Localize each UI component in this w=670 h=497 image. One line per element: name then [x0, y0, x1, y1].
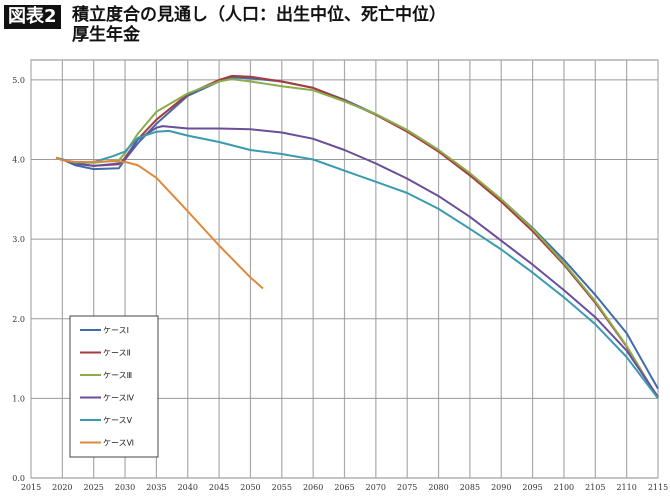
x-tick-label: 2050 [240, 483, 260, 492]
x-tick-label: 2105 [585, 483, 605, 492]
x-tick-label: 2025 [84, 483, 104, 492]
x-tick-label: 2040 [178, 483, 198, 492]
x-tick-label: 2095 [522, 483, 542, 492]
series-line-5 [55, 129, 659, 400]
x-tick-label: 2090 [491, 483, 511, 492]
y-tick-label: 1.0 [12, 394, 25, 403]
figure-badge: 図表2 [4, 5, 61, 29]
x-tick-label: 2080 [428, 483, 448, 492]
legend-label: ケースⅡ [103, 349, 131, 358]
x-tick-label: 2020 [52, 483, 72, 492]
x-tick-label: 2030 [115, 483, 135, 492]
x-tick-label: 2110 [616, 483, 636, 492]
legend [69, 315, 159, 458]
x-tick-label: 2065 [334, 483, 354, 492]
x-tick-label: 2060 [303, 483, 323, 492]
x-tick-label: 2035 [146, 483, 166, 492]
y-tick-label: 2.0 [12, 315, 25, 324]
y-tick-label: 0.0 [12, 474, 25, 483]
legend-label: ケースⅣ [103, 394, 135, 403]
x-tick-label: 2070 [366, 483, 386, 492]
series-line-6 [55, 156, 264, 290]
chart-title: 積立度合の見通し（人口：出生中位、死亡中位） [72, 5, 446, 25]
chart-subtitle: 厚生年金 [72, 25, 140, 45]
legend-label: ケースⅤ [103, 416, 133, 425]
legend-label: ケースⅥ [103, 439, 134, 448]
series-line-4 [55, 125, 659, 398]
x-tick-label: 2055 [272, 483, 292, 492]
x-tick-label: 2075 [397, 483, 417, 492]
x-tick-label: 2015 [21, 483, 41, 492]
x-tick-label: 2085 [460, 483, 480, 492]
series-line-3 [55, 78, 659, 399]
legend-label: ケースⅢ [103, 371, 132, 380]
x-tick-label: 2100 [554, 483, 574, 492]
y-tick-label: 4.0 [12, 156, 25, 165]
x-tick-label: 2045 [209, 483, 229, 492]
y-tick-label: 3.0 [12, 235, 25, 244]
y-tick-label: 5.0 [12, 76, 25, 85]
x-tick-label: 2115 [648, 483, 668, 492]
legend-label: ケースⅠ [103, 326, 129, 335]
